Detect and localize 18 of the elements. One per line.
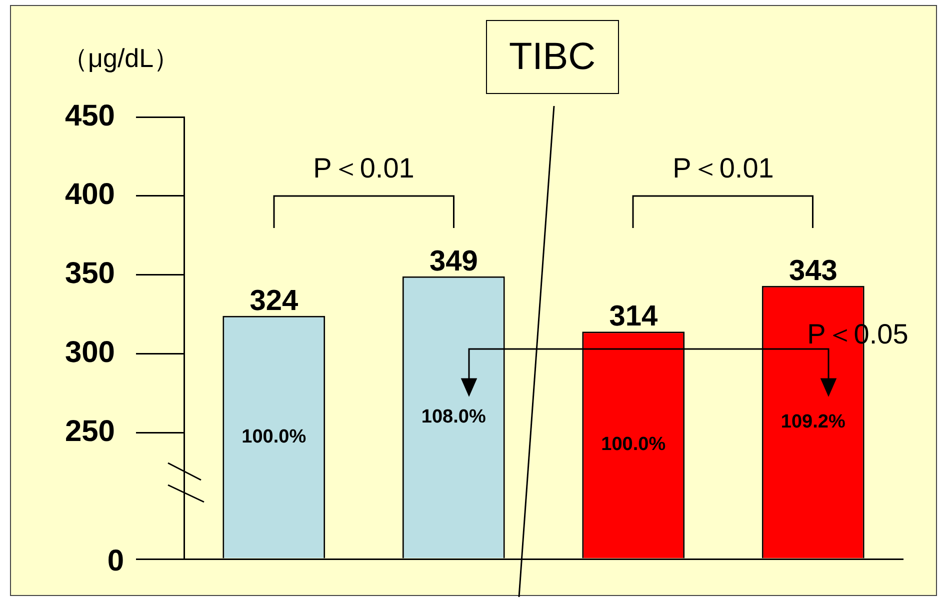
annotation: 100.0%	[601, 434, 666, 456]
data-label: 349	[429, 245, 478, 278]
annotation: 100.0%	[242, 426, 306, 448]
y-tick-label: 350	[64, 257, 115, 290]
annotation: P＜0.01	[313, 152, 414, 184]
y-tick-label: 250	[64, 414, 115, 448]
y-tick-label: 400	[64, 178, 115, 212]
text: 0	[107, 544, 124, 578]
data-label: 324	[250, 284, 298, 317]
annotation: 108.0%	[421, 406, 486, 428]
data-label: 314	[609, 300, 658, 333]
annotation: P＜0.01	[672, 152, 774, 184]
chart-title: TIBC	[486, 20, 619, 94]
y-tick-label: 450	[64, 99, 115, 132]
annotation: 109.2%	[780, 411, 846, 432]
y-tick-label: 300	[64, 336, 115, 370]
data-label: 343	[788, 254, 838, 287]
y-axis-title: （μg/dL）	[62, 43, 180, 74]
